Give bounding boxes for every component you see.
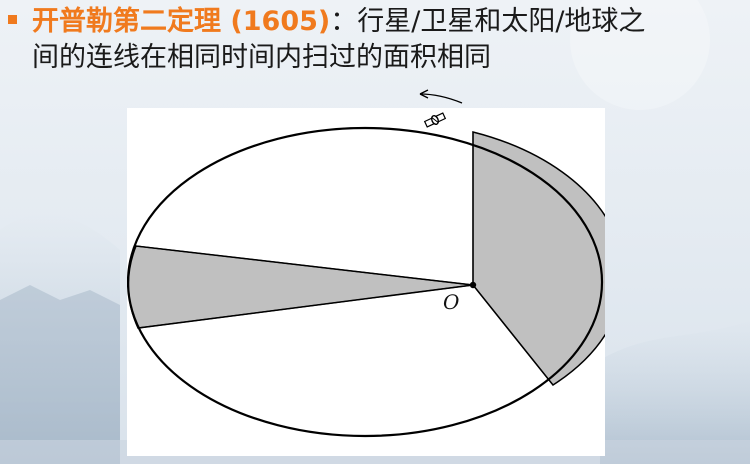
swept-area-sector-left [127, 245, 474, 329]
law-name: 开普勒第二定理 (1605) [32, 6, 331, 37]
satellite-icon [423, 112, 447, 128]
law-statement-part1: ：行星/卫星和太阳/地球之 [330, 6, 646, 37]
orbit-ellipse [127, 126, 604, 438]
kepler-orbit-diagram: O [127, 108, 605, 456]
focus-point [469, 281, 477, 289]
focus-label: O [443, 290, 460, 314]
swept-area-sector-right [472, 131, 605, 386]
radius-line-left-upper [135, 245, 474, 286]
slide-title-line-1: 开普勒第二定理 (1605)：行星/卫星和太阳/地球之 [32, 6, 645, 38]
law-statement-part2: 间的连线在相同时间内扫过的面积相同 [32, 42, 491, 73]
radius-line-lower-right [472, 284, 554, 386]
slide-title-line-2: 间的连线在相同时间内扫过的面积相同 [32, 42, 491, 74]
bullet-marker [8, 15, 17, 24]
radius-line-left-lower [137, 284, 474, 329]
